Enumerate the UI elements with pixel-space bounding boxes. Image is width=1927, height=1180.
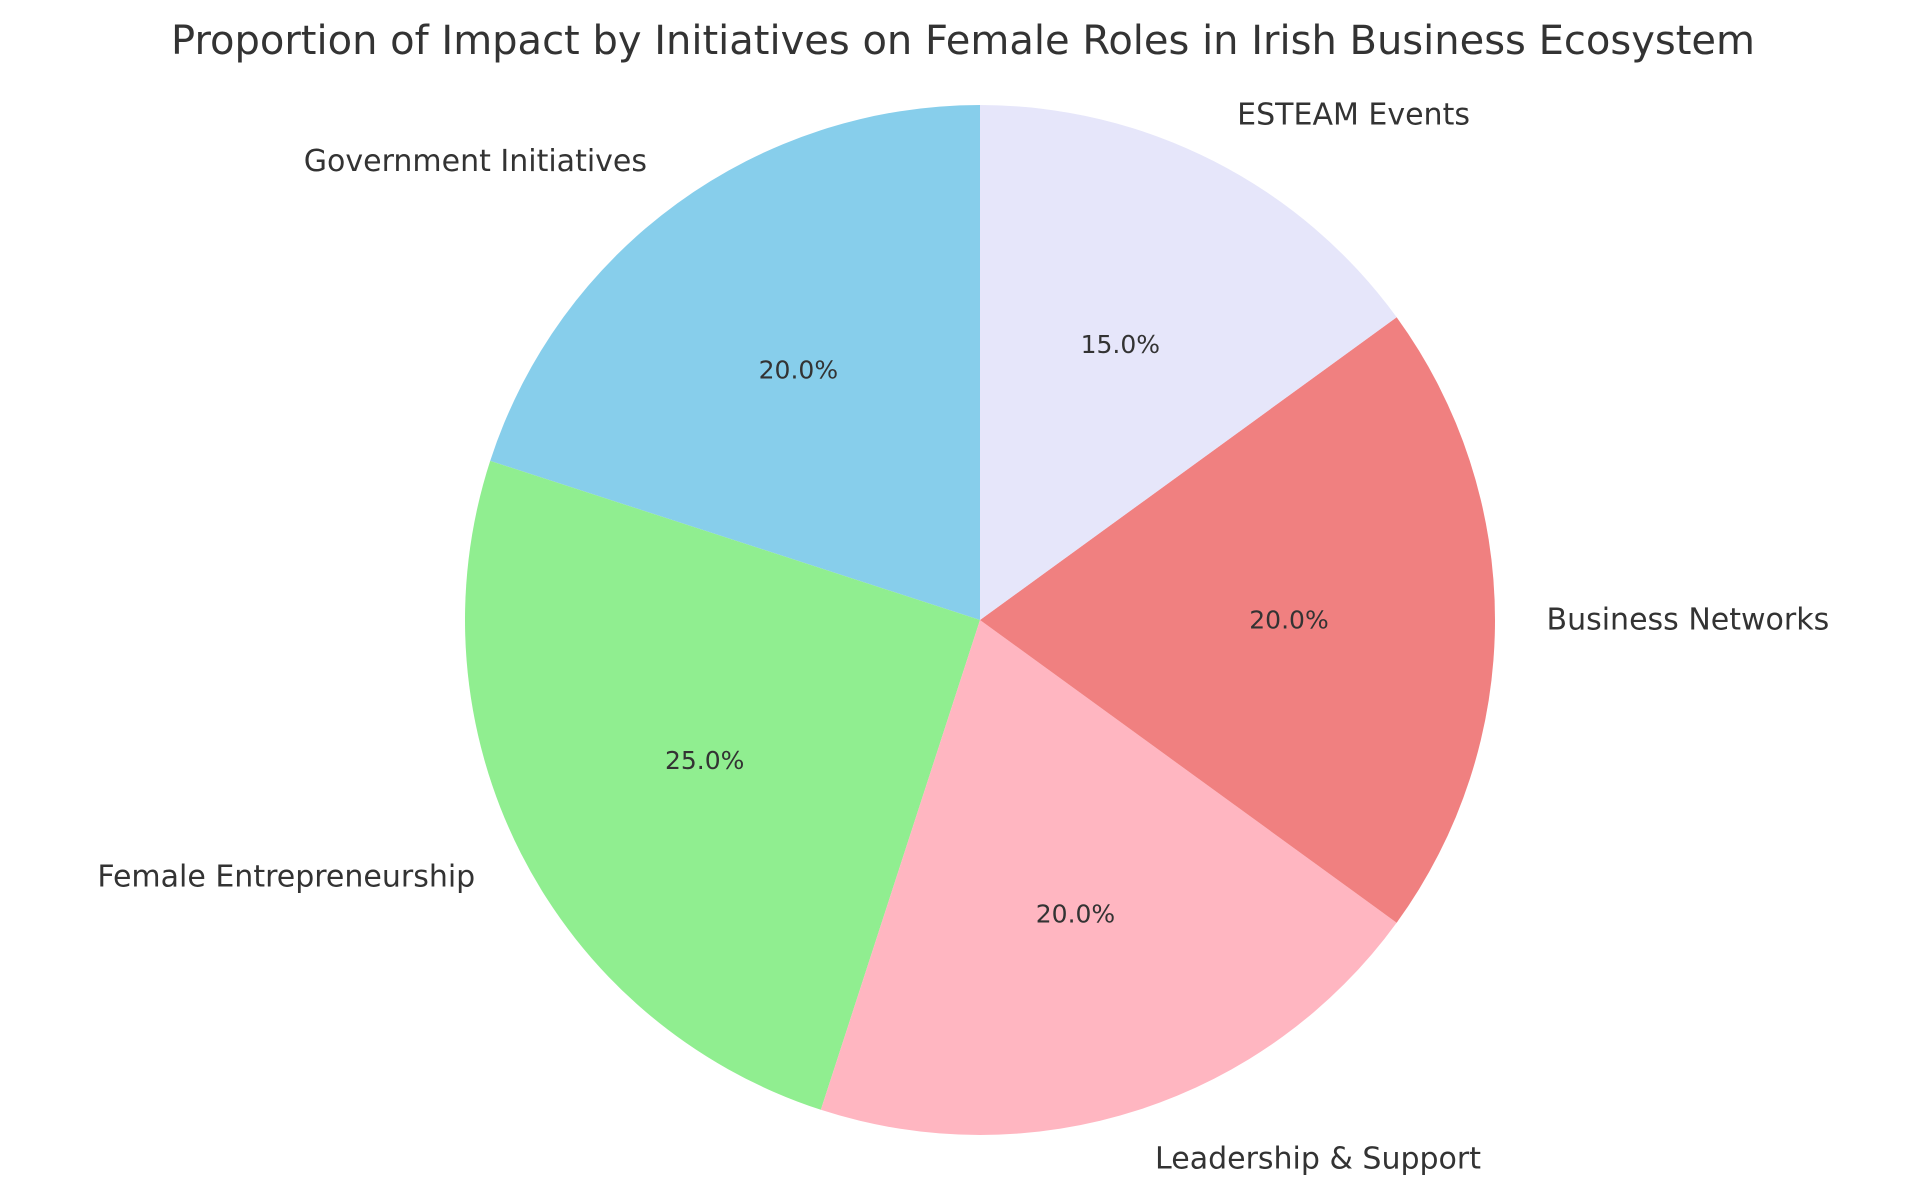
- pie-slices: [465, 104, 1496, 1135]
- slice-percent-female-entrepreneurship: 25.0%: [665, 746, 744, 775]
- slice-label-government-initiatives: Government Initiatives: [304, 144, 647, 179]
- slice-percent-business-networks: 20.0%: [1249, 606, 1328, 635]
- pie-slice-business-networks: [980, 317, 1496, 923]
- pie-slice-female-entrepreneurship: [465, 460, 981, 1110]
- pie-slice-esteam-events: [980, 104, 1397, 620]
- slice-label-female-entrepreneurship: Female Entrepreneurship: [97, 860, 475, 895]
- pie-slice-leadership-and-support: [820, 620, 1397, 1135]
- pie-labels: Government Initiatives 20.0% Female Entrep…: [97, 98, 1829, 1177]
- slice-percent-leadership-and-support: 20.0%: [1036, 899, 1115, 928]
- chart-title: Proportion of Impact by Initiatives on F…: [171, 18, 1755, 64]
- slice-label-business-networks: Business Networks: [1547, 603, 1830, 638]
- slice-percent-government-initiatives: 20.0%: [759, 356, 838, 385]
- slice-label-leadership-and-support: Leadership & Support: [1155, 1141, 1481, 1176]
- pie-slice-government-initiatives: [490, 105, 980, 620]
- slice-label-esteam-events: ESTEAM Events: [1237, 98, 1470, 133]
- slice-percent-esteam-events: 15.0%: [1081, 330, 1160, 359]
